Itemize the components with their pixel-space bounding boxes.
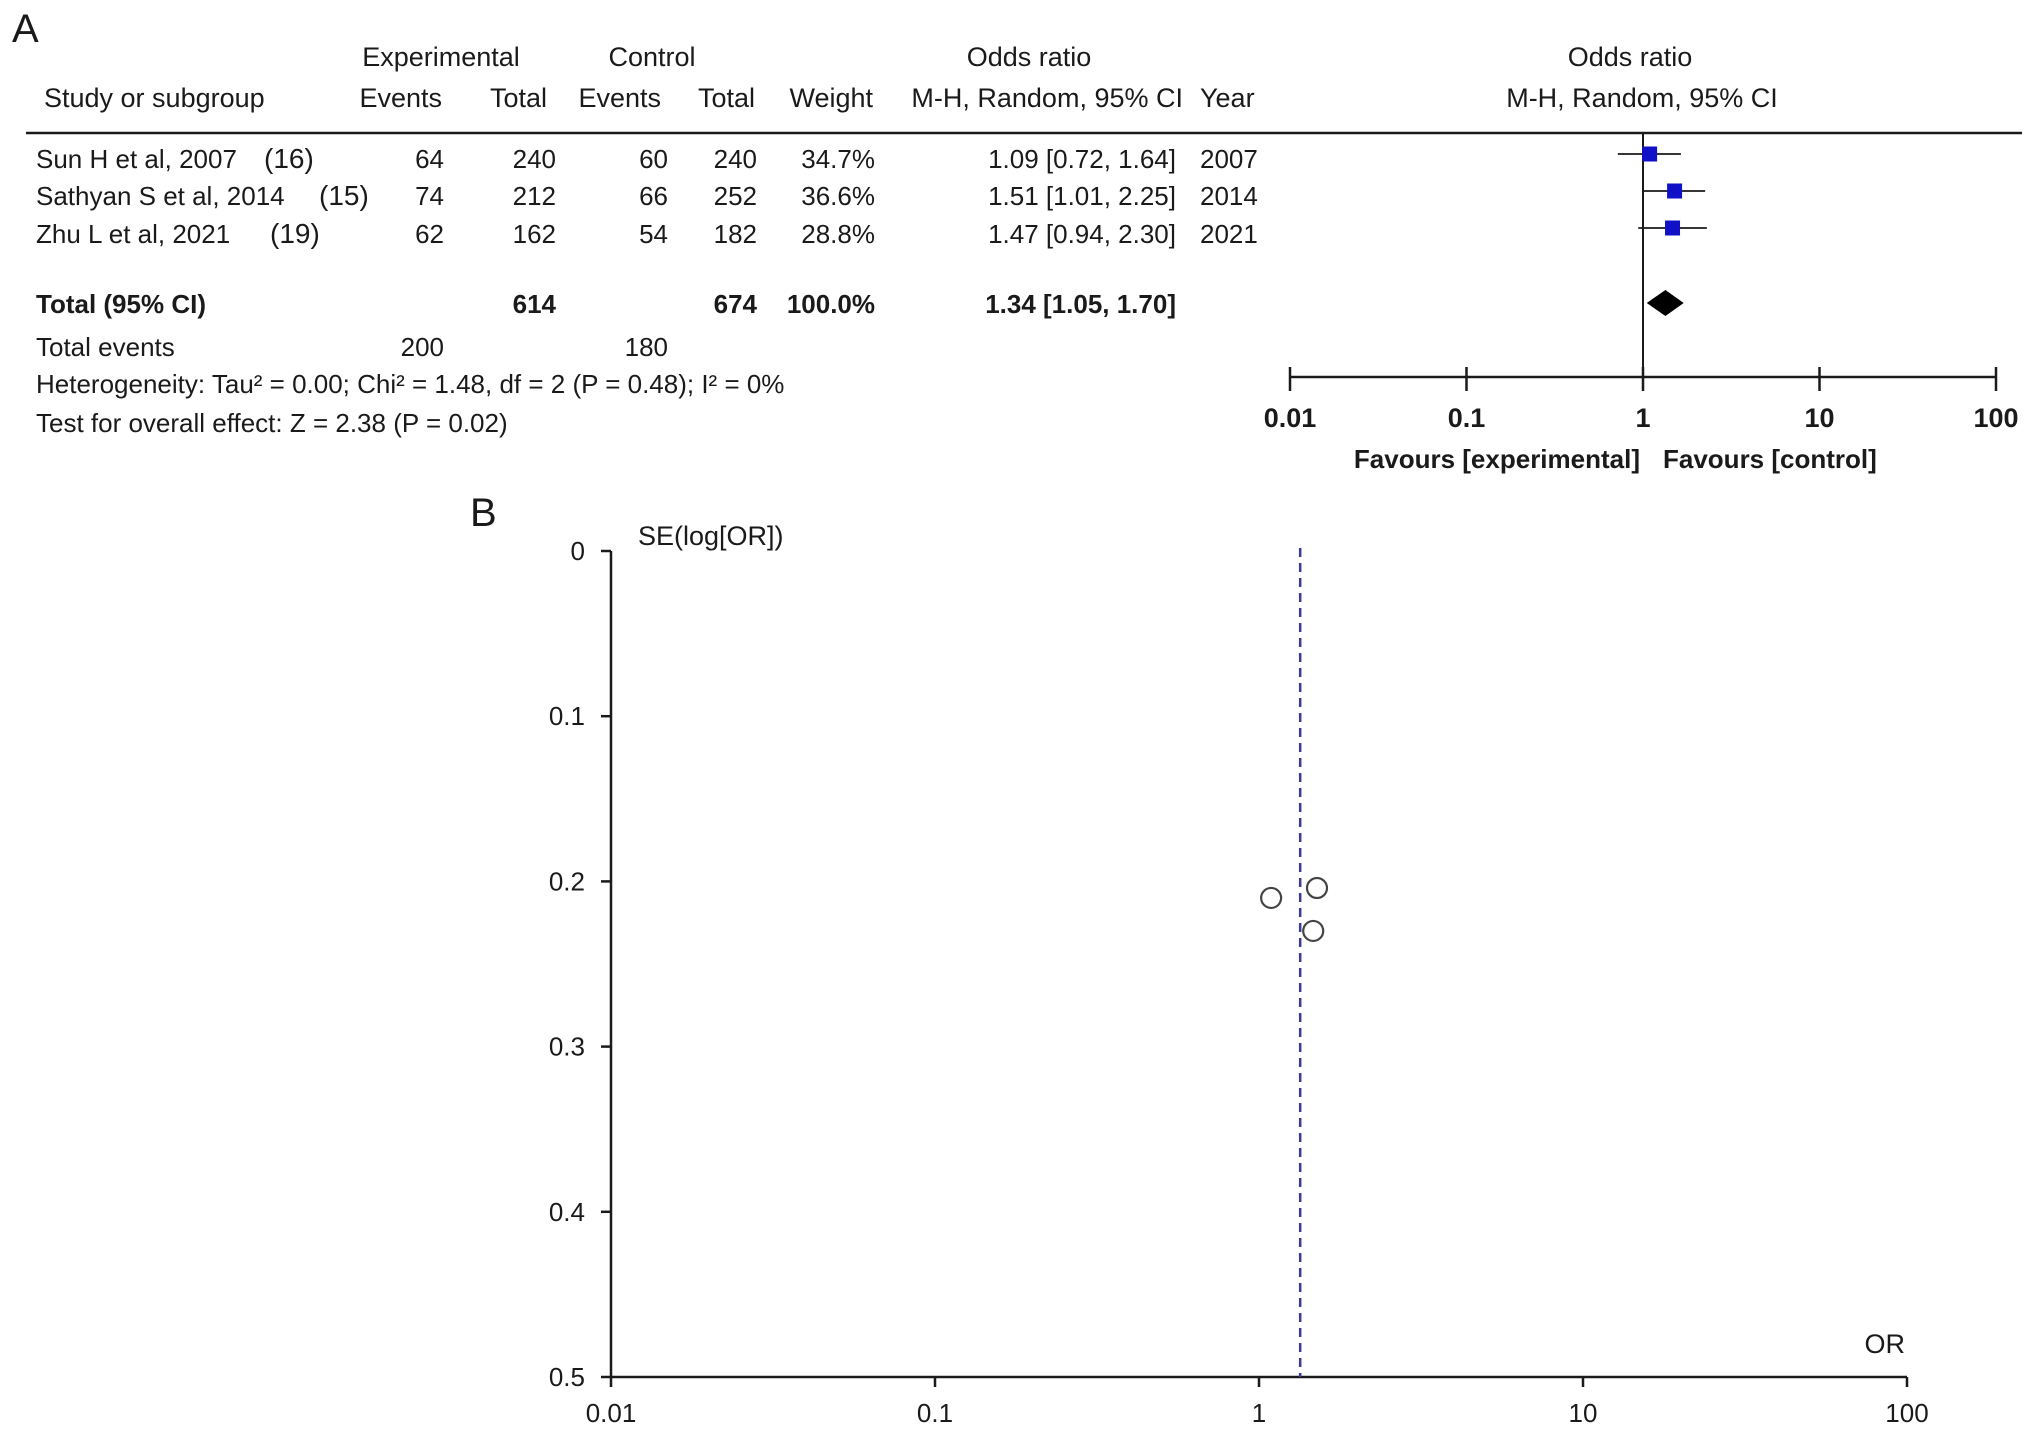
header-exp-total: Total [490,83,547,113]
funnel-x-tick-label: 100 [1885,1398,1928,1428]
heterogeneity-text: Heterogeneity: Tau² = 0.00; Chi² = 1.48,… [36,369,784,399]
panel-a: A Experimental Control Odds ratio Odds r… [12,7,2022,474]
funnel-y-tick-label: 0.1 [549,701,585,731]
favours-control: Favours [control] [1663,444,1877,474]
total-label: Total (95% CI) [36,289,206,319]
header-ctl-events: Events [578,83,661,113]
overall-effect-text: Test for overall effect: Z = 2.38 (P = 0… [36,408,508,438]
funnel-x-tick-label: 0.1 [917,1398,953,1428]
weight: 36.6% [801,181,875,211]
funnel-x-tick-label: 1 [1252,1398,1266,1428]
funnel-study-point [1260,886,1283,910]
ctl-total: 252 [714,181,757,211]
ctl-total: 240 [714,144,757,174]
total-events-ctl: 180 [625,332,668,362]
total-ctl: 674 [714,289,758,319]
study-point-square [1665,220,1681,236]
total-events-label: Total events [36,332,175,362]
header-method: M-H, Random, 95% CI [911,83,1183,113]
study-rows: Sun H et al, 2007 (16) 64 240 60 240 34.… [36,143,1258,249]
year: 2007 [1200,144,1258,174]
exp-events: 62 [415,219,444,249]
total-row: Total (95% CI) 614 674 100.0% 1.34 [1.05… [36,289,1176,319]
header-odds-ratio: Odds ratio [967,42,1092,72]
total-weight: 100.0% [787,289,875,319]
funnel-y-axis-label: SE(log[OR]) [638,521,784,551]
weight: 34.7% [801,144,875,174]
forest-tick-label: 100 [1973,403,2018,433]
exp-events: 74 [415,181,444,211]
funnel-study-point [1305,876,1329,900]
weight: 28.8% [801,219,875,249]
ctl-total: 182 [714,219,757,249]
exp-total: 212 [513,181,556,211]
exp-total: 162 [513,219,556,249]
exp-events: 64 [415,144,444,174]
or-ci: 1.09 [0.72, 1.64] [988,144,1176,174]
study-name: Zhu L et al, 2021 [36,219,230,249]
header-ctl-total: Total [698,83,755,113]
funnel-study-point [1302,919,1325,943]
forest-tick-label: 0.01 [1264,403,1317,433]
study-point-square [1642,146,1658,162]
study-ref: (19) [270,218,320,249]
study-ref: (16) [264,143,314,174]
favours-experimental: Favours [experimental] [1354,444,1640,474]
header-study: Study or subgroup [44,83,265,113]
header-method-plot: M-H, Random, 95% CI [1506,83,1778,113]
header-exp-events: Events [359,83,442,113]
funnel-y-tick-label: 0.4 [549,1197,585,1227]
header-year: Year [1200,83,1255,113]
or-ci: 1.51 [1.01, 2.25] [988,181,1176,211]
year: 2021 [1200,219,1258,249]
pooled-diamond [1646,290,1684,316]
header-control: Control [608,42,695,72]
total-events-exp: 200 [401,332,444,362]
study-ref: (15) [319,180,369,211]
ctl-events: 54 [639,219,668,249]
panel-a-label: A [12,7,39,51]
study-row-1: Sun H et al, 2007 (16) 64 240 60 240 34.… [36,143,1258,174]
total-exp: 614 [513,289,557,319]
ctl-events: 66 [639,181,668,211]
study-name: Sathyan S et al, 2014 [36,181,285,211]
funnel-y-tick-label: 0.2 [549,866,585,896]
header-odds-ratio-plot: Odds ratio [1568,42,1693,72]
study-point-square [1667,183,1683,199]
header-weight: Weight [789,83,873,113]
panel-b: B 0 0.1 0.2 0.3 0.4 0.50.01 0.1 1 10 100 SE(log[OR… [470,491,1929,1428]
study-row-3: Zhu L et al, 2021 (19) 62 162 54 182 28.… [36,218,1258,249]
forest-tick-label: 0.1 [1448,403,1486,433]
study-name: Sun H et al, 2007 [36,144,237,174]
panel-b-label: B [470,491,497,535]
funnel-x-tick-label: 0.01 [586,1398,637,1428]
forest-tick-label: 1 [1635,403,1650,433]
header-experimental: Experimental [362,42,520,72]
funnel-plot: 0 0.1 0.2 0.3 0.4 0.50.01 0.1 1 10 100 SE(log[OR])… [549,521,1929,1428]
forest-plot: 0.01 0.1 1 10 100 [1264,133,2019,433]
study-row-2: Sathyan S et al, 2014 (15) 74 212 66 252… [36,180,1258,211]
funnel-x-tick-label: 10 [1569,1398,1598,1428]
ctl-events: 60 [639,144,668,174]
total-or-ci: 1.34 [1.05, 1.70] [985,289,1176,319]
funnel-y-tick-label: 0 [571,536,585,566]
funnel-y-tick-label: 0.5 [549,1362,585,1392]
or-ci: 1.47 [0.94, 2.30] [988,219,1176,249]
forest-tick-label: 10 [1804,403,1834,433]
funnel-y-tick-label: 0.3 [549,1032,585,1062]
funnel-x-axis-label: OR [1865,1329,1906,1359]
exp-total: 240 [513,144,556,174]
year: 2014 [1200,181,1258,211]
